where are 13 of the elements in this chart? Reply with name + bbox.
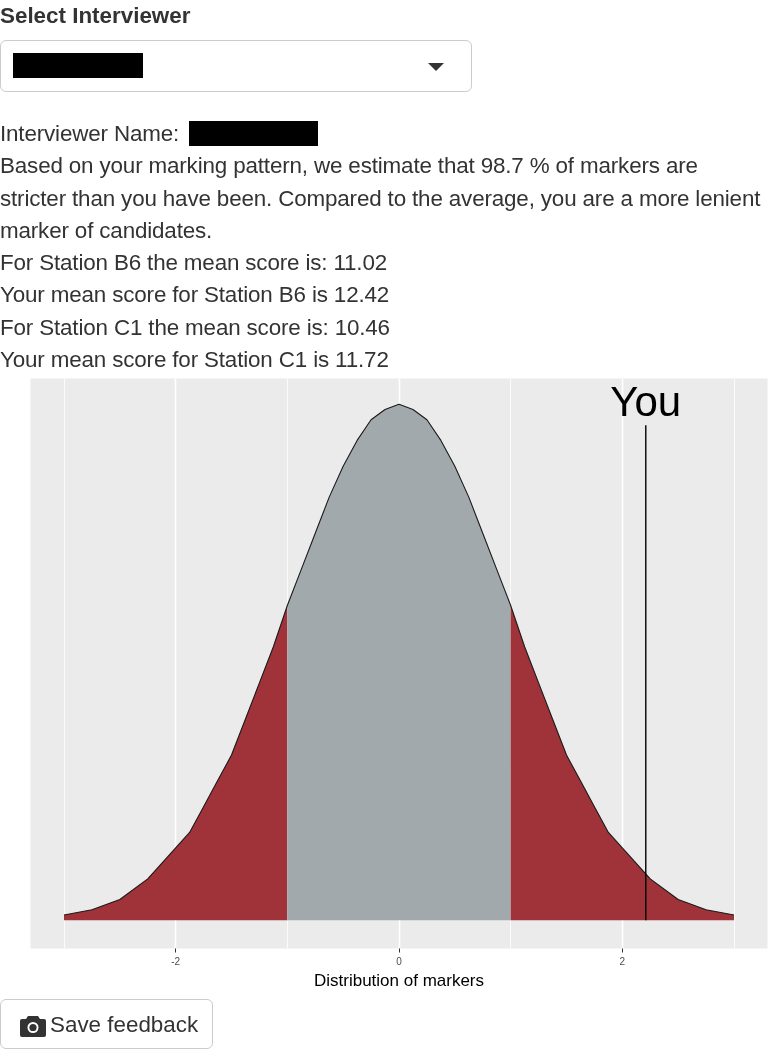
x-tick-label: 2 xyxy=(619,955,626,967)
x-tick-label: 0 xyxy=(396,955,403,967)
text: For Station B6 the mean score is: 11.02 xyxy=(0,249,389,278)
text: Select Interviewer xyxy=(0,2,192,30)
button: Save feedback xyxy=(0,999,213,1049)
x-tick-label: -2 xyxy=(171,955,181,967)
text: Your mean score for Station B6 is 12.42 xyxy=(0,281,391,310)
text: Based on your marking pattern, we estimate that 98.7 % of markers are stricter than you have been. Compared to the average, you are a more lenient marker of candidates. xyxy=(0,152,762,245)
text: For Station C1 the mean score is: 10.46 xyxy=(0,313,391,342)
x-axis-title: Distribution of markers xyxy=(313,970,485,990)
text: Interviewer Name: xyxy=(0,120,181,148)
ref-line-label: You xyxy=(610,378,682,426)
text: Your mean score for Station C1 is 11.72 xyxy=(0,346,390,375)
